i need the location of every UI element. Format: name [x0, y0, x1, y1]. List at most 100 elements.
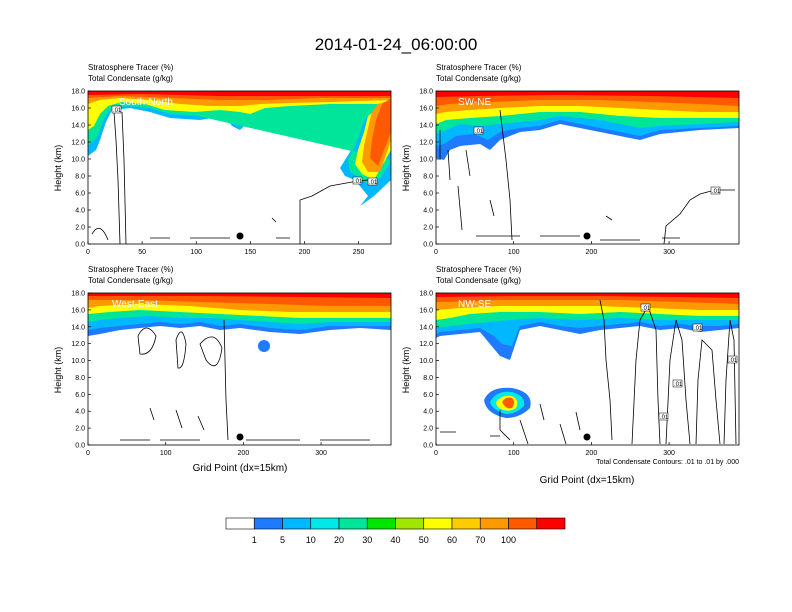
y-tick-label: 8.0: [423, 375, 433, 382]
y-ticks: 0.0 2.0 4.0 6.0 8.0 10.0 12.0 14.0 16.0 18.0: [419, 89, 439, 249]
y-axis-label: Height (km): [53, 347, 63, 394]
colorbar-swatch: [451, 517, 481, 530]
colorbar-label: 20: [334, 535, 344, 545]
colorbar-label: 30: [362, 535, 372, 545]
x-tick-label: 300: [315, 450, 327, 457]
panel-nw-se: Stratosphere Tracer (%) Total Condensate…: [401, 265, 740, 486]
panel-sw-ne: Stratosphere Tracer (%) Total Condensate…: [401, 63, 740, 256]
x-tick-label: 200: [586, 450, 598, 457]
contour-labels: .01 .01 .01: [111, 105, 378, 186]
panel-header-line2: Total Condensate (g/kg): [436, 74, 521, 83]
colorbar-label: 70: [475, 535, 485, 545]
y-tick-label: 2.0: [423, 426, 433, 433]
colorbar-label: 50: [419, 535, 429, 545]
y-ticks: 0.0 2.0 4.0 6.0 8.0 10.0 12.0 14.0 16.0 18.0: [71, 291, 91, 450]
y-tick-label: 4.0: [423, 208, 433, 215]
colorbar-label: 100: [501, 535, 516, 545]
colorbar-swatch: [423, 517, 453, 530]
y-tick-label: 8.0: [75, 174, 85, 181]
y-tick-label: 10.0: [419, 157, 433, 164]
y-tick-label: 18.0: [419, 89, 433, 96]
y-tick-label: 2.0: [423, 225, 433, 232]
x-tick-label: 200: [238, 450, 250, 457]
panel-label: South-North: [119, 97, 173, 108]
plot-frame: [435, 90, 740, 245]
panel-header-line1: Stratosphere Tracer (%): [88, 63, 174, 72]
panel-label: West-East: [112, 299, 158, 310]
y-tick-label: 12.0: [71, 341, 85, 348]
y-tick-label: 12.0: [71, 140, 85, 147]
y-axis-label: Height (km): [53, 145, 63, 192]
x-tick-label: 300: [663, 450, 675, 457]
location-marker: [583, 232, 591, 240]
tracer-field: [88, 293, 391, 352]
x-ticks: 0 100 200 300: [86, 442, 327, 457]
x-tick-label: 0: [434, 249, 438, 256]
contour-label: .01: [113, 108, 122, 114]
plot-frame: [87, 292, 392, 446]
colorbar-swatch: [282, 517, 312, 530]
y-tick-label: 12.0: [419, 140, 433, 147]
colorbar-label: 60: [447, 535, 457, 545]
colorbar-swatch: [338, 517, 368, 530]
y-tick-label: 16.0: [419, 106, 433, 113]
panel-label: NW-SE: [458, 299, 491, 310]
y-tick-label: 14.0: [419, 324, 433, 331]
x-tick-label: 300: [663, 249, 675, 256]
location-marker: [236, 232, 244, 240]
y-tick-label: 0.0: [75, 242, 85, 249]
panel-header-line2: Total Condensate (g/kg): [88, 276, 173, 285]
colorbar-label: 40: [390, 535, 400, 545]
contour-label: .01: [694, 326, 703, 332]
x-tick-label: 0: [86, 450, 90, 457]
y-tick-label: 6.0: [423, 191, 433, 198]
colorbar-swatch: [536, 517, 566, 530]
y-tick-label: 0.0: [423, 443, 433, 450]
panel-header-line1: Stratosphere Tracer (%): [88, 265, 174, 274]
panel-header-line2: Total Condensate (g/kg): [88, 74, 173, 83]
contour-label: .01: [660, 415, 669, 421]
figure-title: 2014-01-24_06:00:00: [315, 35, 478, 54]
panel-west-east: Stratosphere Tracer (%) Total Condensate…: [53, 265, 392, 474]
y-tick-label: 8.0: [423, 174, 433, 181]
x-tick-label: 200: [586, 249, 598, 256]
y-tick-label: 18.0: [419, 291, 433, 298]
x-tick-label: 100: [160, 450, 172, 457]
x-ticks: 0 100 200 300: [434, 241, 675, 256]
x-tick-label: 0: [434, 450, 438, 457]
y-tick-label: 6.0: [75, 392, 85, 399]
contour-labels: .01 .01: [473, 126, 721, 195]
x-ticks: 0 50 100 150 200 250: [86, 241, 364, 256]
colorbar-swatch: [395, 517, 425, 530]
x-tick-label: 100: [508, 450, 520, 457]
panel-label: SW-NE: [458, 97, 491, 108]
x-tick-label: 0: [86, 249, 90, 256]
tracer-field: [436, 293, 739, 418]
y-tick-label: 14.0: [71, 324, 85, 331]
panel-header-line1: Stratosphere Tracer (%): [436, 265, 522, 274]
y-tick-label: 2.0: [75, 426, 85, 433]
contour-label: .01: [729, 358, 738, 364]
tracer-field: [88, 91, 391, 206]
y-axis-label: Height (km): [401, 145, 411, 192]
contour-label: .01: [369, 180, 378, 186]
colorbar-swatch: [310, 517, 340, 530]
y-tick-label: 14.0: [71, 123, 85, 130]
y-tick-label: 0.0: [423, 242, 433, 249]
plot-frame: [87, 90, 392, 245]
y-tick-label: 6.0: [75, 191, 85, 198]
colorbar-swatch: [479, 517, 509, 530]
tracer-field: [436, 91, 739, 160]
x-tick-label: 100: [190, 249, 202, 256]
colorbar-label: 5: [280, 535, 285, 545]
y-tick-label: 4.0: [75, 208, 85, 215]
plot-frame: [435, 292, 740, 446]
contour-label: .01: [712, 189, 721, 195]
y-axis-label: Height (km): [401, 347, 411, 394]
colorbar-label: 10: [306, 535, 316, 545]
y-tick-label: 4.0: [75, 409, 85, 416]
y-tick-label: 12.0: [419, 341, 433, 348]
location-marker: [583, 433, 591, 441]
contour-note: Total Condensate Contours: .01 to .01 by…: [596, 459, 739, 466]
condensate-contours: [120, 319, 370, 441]
